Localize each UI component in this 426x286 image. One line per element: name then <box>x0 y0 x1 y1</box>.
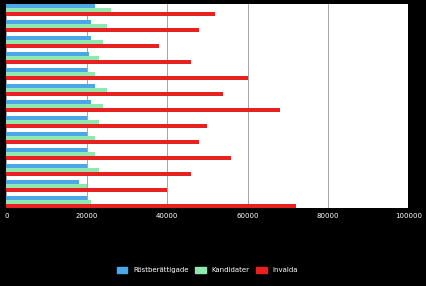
Bar <box>6 168 99 172</box>
Bar <box>6 184 87 188</box>
Bar <box>6 100 91 104</box>
Bar <box>6 44 159 48</box>
Bar <box>6 36 91 40</box>
Bar <box>6 116 87 120</box>
Bar <box>6 12 216 16</box>
Bar <box>6 8 111 12</box>
Bar <box>6 164 87 168</box>
Bar <box>6 152 95 156</box>
Bar <box>6 172 191 176</box>
Bar <box>6 124 207 128</box>
Bar <box>6 156 231 160</box>
Bar <box>6 148 87 152</box>
Bar <box>6 200 91 204</box>
Bar <box>6 88 107 92</box>
Bar <box>6 56 99 60</box>
Legend: Röstberättigade, Kandidater, Invalda: Röstberättigade, Kandidater, Invalda <box>114 264 301 276</box>
Bar <box>6 188 167 192</box>
Bar <box>6 4 95 8</box>
Bar <box>6 140 199 144</box>
Bar <box>6 180 79 184</box>
Bar <box>6 60 191 64</box>
Bar <box>6 132 87 136</box>
Bar <box>6 52 89 56</box>
Bar <box>6 92 224 96</box>
Bar <box>6 84 95 88</box>
Bar <box>6 120 99 124</box>
Bar <box>6 68 87 72</box>
Bar <box>6 20 91 24</box>
Bar <box>6 40 103 44</box>
Bar <box>6 28 199 32</box>
Bar <box>6 204 296 208</box>
Bar <box>6 136 95 140</box>
Bar <box>6 196 87 200</box>
Bar <box>6 104 103 108</box>
Bar <box>6 24 107 28</box>
Bar <box>6 72 95 76</box>
Bar <box>6 108 280 112</box>
Bar <box>6 76 248 80</box>
